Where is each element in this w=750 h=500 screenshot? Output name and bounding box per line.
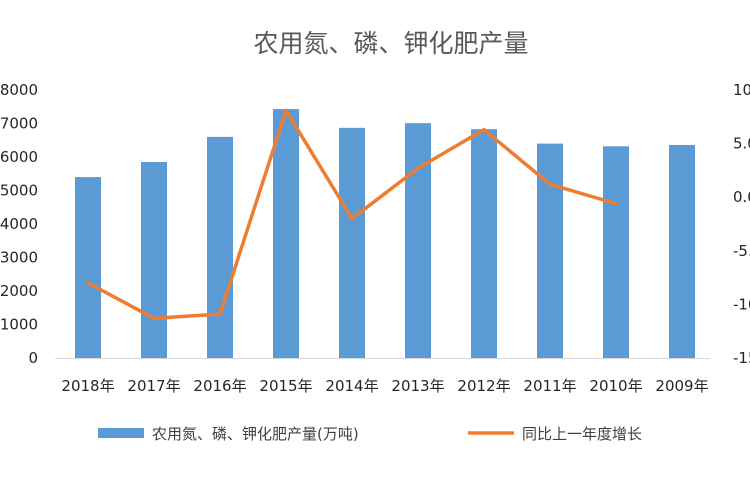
growth-point-2012年	[482, 128, 486, 132]
growth-point-2010年	[614, 202, 618, 206]
x-tick-label: 2011年	[523, 377, 576, 395]
line-series	[86, 108, 618, 321]
bar-2017年	[141, 162, 167, 358]
x-tick-label: 2016年	[193, 377, 246, 395]
bar-2014年	[339, 127, 365, 358]
left-tick-label: 6000	[0, 148, 38, 166]
left-tick-label: 7000	[0, 115, 38, 133]
left-y-axis: 0 1000 2000 3000 4000 5000 6000 7000 8000	[0, 81, 38, 367]
left-tick-label: 1000	[0, 316, 38, 334]
growth-point-2011年	[548, 182, 552, 186]
x-tick-label: 2018年	[61, 377, 114, 395]
x-tick-label: 2010年	[589, 377, 642, 395]
x-tick-label: 2015年	[259, 377, 312, 395]
legend-bar-swatch	[98, 428, 144, 438]
left-tick-label: 0	[28, 349, 38, 367]
right-y-axis: -15.0 -10.0 -5.0 0.0 5.0 10.0	[733, 81, 750, 367]
right-tick-label: -5.0	[733, 242, 750, 260]
x-tick-label: 2012年	[457, 377, 510, 395]
bar-series	[75, 109, 695, 358]
legend: 农用氮、磷、钾化肥产量(万吨) 同比上一年度增长	[98, 425, 642, 443]
left-tick-label: 8000	[0, 81, 38, 99]
legend-line-label: 同比上一年度增长	[522, 425, 642, 443]
left-tick-label: 3000	[0, 249, 38, 267]
bar-2010年	[603, 146, 629, 358]
growth-point-2017年	[152, 316, 156, 320]
right-tick-label: -10.0	[733, 295, 750, 313]
bar-2016年	[207, 136, 233, 358]
left-tick-label: 2000	[0, 282, 38, 300]
bar-2012年	[471, 129, 497, 358]
x-tick-label: 2014年	[325, 377, 378, 395]
right-tick-label: 10.0	[733, 81, 750, 99]
growth-point-2014年	[350, 217, 354, 221]
x-axis: 2018年 2017年 2016年 2015年 2014年 2013年 2012年 2011年…	[61, 377, 708, 395]
growth-point-2013年	[416, 166, 420, 170]
x-tick-label: 2009年	[655, 377, 708, 395]
bar-2009年	[669, 144, 695, 358]
x-tick-label: 2013年	[391, 377, 444, 395]
growth-point-2016年	[218, 312, 222, 316]
legend-bar-label: 农用氮、磷、钾化肥产量(万吨)	[152, 425, 359, 443]
left-tick-label: 5000	[0, 182, 38, 200]
right-tick-label: 0.0	[733, 188, 750, 206]
bar-2018年	[75, 177, 101, 358]
x-tick-label: 2017年	[127, 377, 180, 395]
growth-point-2018年	[86, 281, 90, 285]
right-tick-label: 5.0	[733, 135, 750, 153]
left-tick-label: 4000	[0, 215, 38, 233]
bar-2013年	[405, 123, 431, 358]
bar-2015年	[273, 109, 299, 358]
growth-point-2015年	[284, 108, 288, 112]
right-tick-label: -15.0	[733, 349, 750, 367]
chart-title: 农用氮、磷、钾化肥产量	[253, 29, 528, 58]
